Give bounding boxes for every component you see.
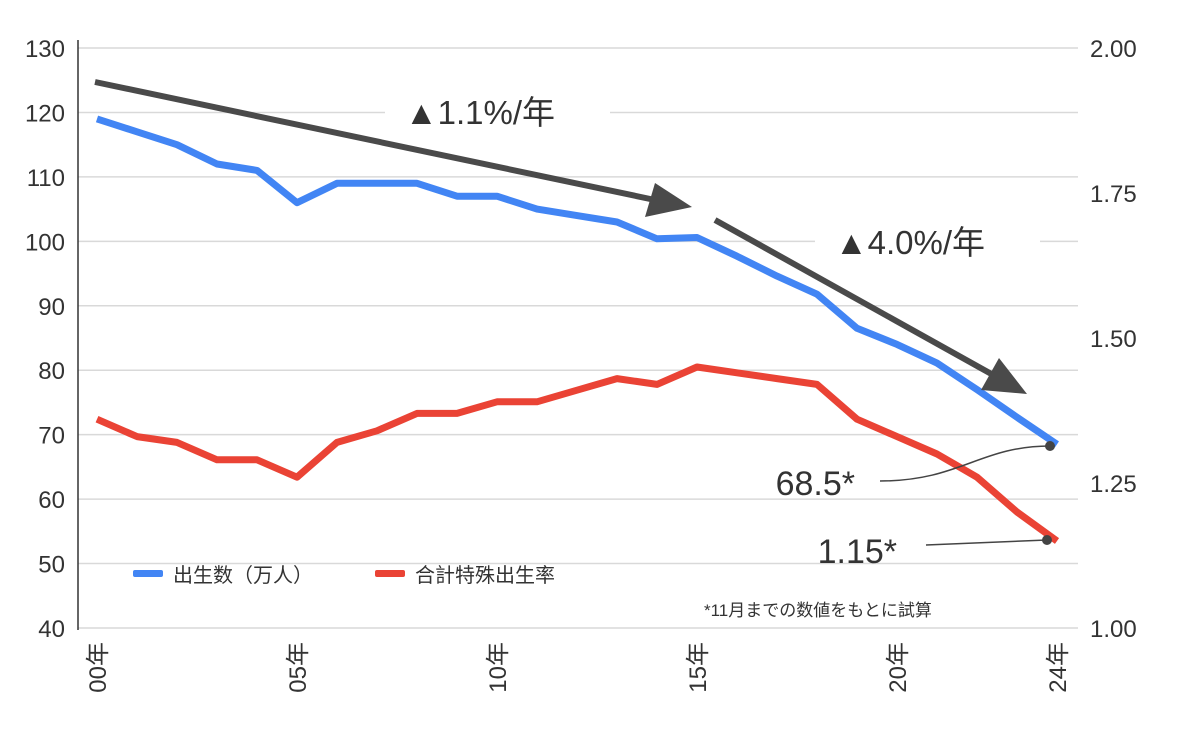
left-tick-label: 100 bbox=[25, 229, 65, 256]
left-tick-label: 50 bbox=[38, 552, 65, 579]
left-tick-label: 60 bbox=[38, 487, 65, 514]
right-tick-label: 1.75 bbox=[1090, 181, 1137, 208]
x-tick-label: 20年 bbox=[885, 642, 912, 693]
legend-label-births: 出生数（万人） bbox=[173, 564, 313, 587]
trend2-arrowhead bbox=[981, 358, 1027, 394]
right-tick-label: 1.50 bbox=[1090, 326, 1137, 353]
left-tick-label: 80 bbox=[38, 358, 65, 385]
left-tick-label: 120 bbox=[25, 100, 65, 127]
right-tick-label: 1.00 bbox=[1090, 616, 1137, 643]
legend-swatch-rate bbox=[375, 570, 405, 577]
trend2-label: ▲4.0%/年 bbox=[835, 224, 985, 261]
series-line-births bbox=[97, 119, 1057, 444]
x-tick-label: 15年 bbox=[685, 642, 712, 693]
x-tick-label: 05年 bbox=[285, 642, 312, 693]
legend-swatch-births bbox=[133, 570, 163, 577]
births-end-label: 68.5* bbox=[776, 465, 855, 503]
legend-label-rate: 合計特殊出生率 bbox=[415, 564, 555, 587]
left-tick-label: 70 bbox=[38, 423, 65, 450]
right-axis-ticks: 1.00 1.25 1.50 1.75 2.00 bbox=[1090, 36, 1137, 643]
rate-end-dot bbox=[1042, 535, 1052, 545]
left-tick-label: 110 bbox=[27, 165, 65, 192]
legend: 出生数（万人） 合計特殊出生率 bbox=[133, 564, 555, 587]
series-line-fertility-rate bbox=[97, 367, 1057, 541]
right-tick-label: 1.25 bbox=[1090, 471, 1137, 498]
trend1-arrowhead bbox=[645, 183, 692, 217]
x-tick-label: 10年 bbox=[485, 642, 512, 693]
left-tick-label: 90 bbox=[38, 294, 65, 321]
x-tick-label: 00年 bbox=[85, 642, 112, 693]
x-axis-ticks: 00年 05年 10年 15年 20年 24年 bbox=[85, 642, 1072, 693]
left-tick-label: 40 bbox=[38, 616, 65, 643]
footnote: *11月までの数値をもとに試算 bbox=[704, 601, 932, 620]
right-tick-label: 2.00 bbox=[1090, 36, 1137, 63]
x-tick-label: 24年 bbox=[1045, 642, 1072, 693]
left-tick-label: 130 bbox=[25, 36, 65, 63]
left-axis-ticks: 40 50 60 70 80 90 100 110 120 130 bbox=[25, 36, 65, 643]
trend1-label: ▲1.1%/年 bbox=[405, 94, 555, 131]
callouts: 68.5* 1.15* *11月までの数値をもとに試算 bbox=[704, 441, 1055, 620]
rate-end-label: 1.15* bbox=[818, 533, 897, 571]
births-end-dot bbox=[1045, 441, 1055, 451]
